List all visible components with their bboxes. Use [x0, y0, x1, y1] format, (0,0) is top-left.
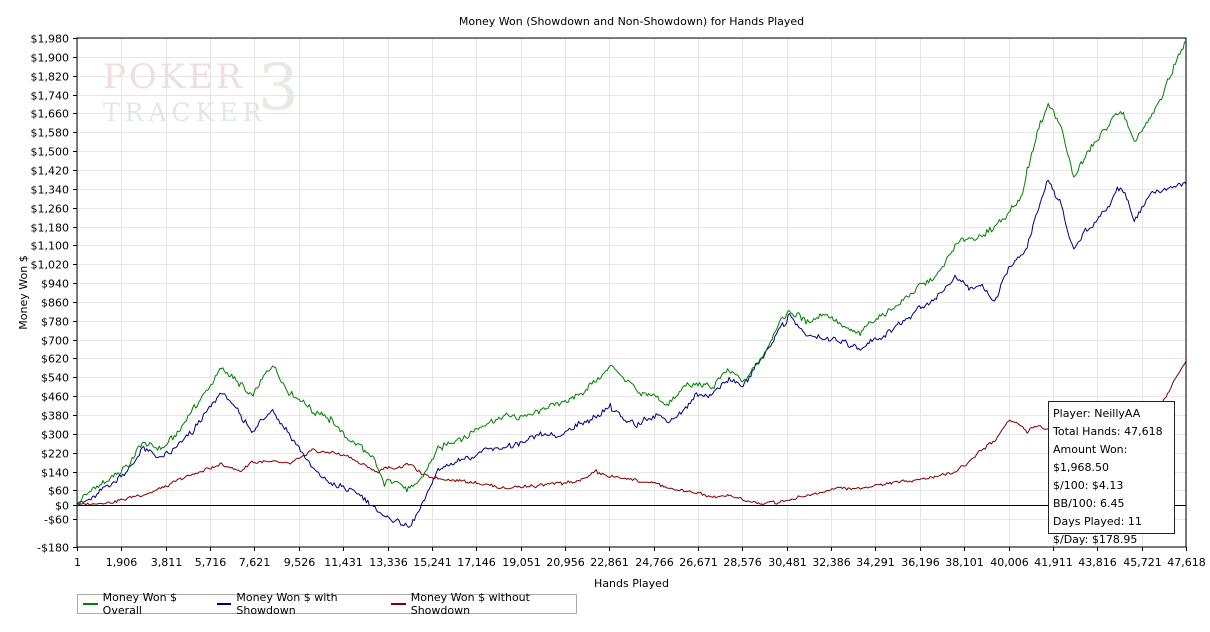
x-tick-label: 20,956 [546, 556, 585, 569]
y-tick-label: $1,180 [31, 222, 70, 235]
x-tick-label: 38,101 [945, 556, 984, 569]
x-tick-label: 15,241 [413, 556, 452, 569]
grid-lines [77, 38, 1187, 548]
x-tick-label: 24,766 [635, 556, 674, 569]
x-tick-label: 9,526 [284, 556, 316, 569]
x-tick-label: 30,481 [768, 556, 807, 569]
legend-item-overall: Money Won $ Overall [83, 591, 204, 617]
x-tick-label: 43,816 [1078, 556, 1117, 569]
legend-item-non-showdown: Money Won $ without Showdown [391, 591, 568, 617]
legend-label-overall: Money Won $ Overall [102, 591, 178, 617]
x-axis-label: Hands Played [594, 577, 669, 590]
y-tick-label: $1,980 [31, 33, 70, 46]
y-tick-label: $620 [41, 353, 69, 366]
x-tick-label: 3,811 [151, 556, 183, 569]
chart-legend: Money Won $ Overall Money Won $ with Sho… [77, 591, 577, 617]
x-tick-label: 22,861 [590, 556, 629, 569]
x-axis-ticks: 1 1,906 3,811 5,716 7,621 9,526 11,431 13,336 15… [74, 547, 1206, 569]
series-overall-line [76, 40, 1187, 506]
y-tick-label: $1,100 [31, 240, 70, 253]
x-tick-label: 1,906 [106, 556, 138, 569]
x-tick-label: 45,721 [1123, 556, 1162, 569]
y-tick-label: $60 [48, 485, 69, 498]
y-tick-label: $1,340 [31, 184, 70, 197]
x-tick-label: 26,671 [679, 556, 718, 569]
x-tick-label: 5,716 [195, 556, 227, 569]
legend-label-non-showdown: Money Won $ without Showdown [410, 591, 530, 617]
legend-swatch-showdown [216, 603, 232, 605]
y-tick-label: -$60 [44, 514, 69, 527]
y-tick-label: $0 [55, 500, 69, 513]
stat-bb-100: BB/100: 6.45 [1053, 497, 1125, 510]
y-tick-label: $540 [41, 372, 69, 385]
legend-swatch-non-showdown [391, 603, 406, 605]
legend-label-showdown: Money Won $ with Showdown [236, 591, 338, 617]
chart-title: Money Won (Showdown and Non-Showdown) fo… [459, 15, 804, 28]
stat-per-100: $/100: $4.13 [1053, 479, 1124, 492]
y-tick-label: $1,260 [31, 203, 70, 216]
legend-item-showdown: Money Won $ with Showdown [216, 591, 378, 617]
x-tick-label: 11,431 [324, 556, 363, 569]
x-tick-label: 47,618 [1167, 556, 1206, 569]
x-tick-label: 28,576 [723, 556, 762, 569]
x-tick-label: 40,006 [990, 556, 1029, 569]
y-tick-label: $1,900 [31, 52, 70, 65]
stat-per-day: $/Day: $178.95 [1053, 533, 1138, 546]
y-tick-label: $220 [41, 448, 69, 461]
y-tick-label: $1,500 [31, 146, 70, 159]
series-non-showdown-line [76, 360, 1187, 506]
x-tick-label: 32,386 [812, 556, 851, 569]
x-tick-label: 36,196 [901, 556, 940, 569]
y-tick-label: $1,740 [31, 90, 70, 103]
y-tick-label: $1,580 [31, 127, 70, 140]
x-tick-label: 17,146 [457, 556, 496, 569]
y-tick-label: $140 [41, 467, 69, 480]
x-tick-label: 13,336 [369, 556, 408, 569]
x-tick-label: 7,621 [239, 556, 271, 569]
x-tick-label: 34,291 [856, 556, 895, 569]
y-tick-label: $860 [41, 297, 69, 310]
y-axis-label: Money Won $ [17, 255, 30, 329]
y-tick-label: $700 [41, 335, 69, 348]
stat-total-hands: Total Hands: 47,618 [1053, 425, 1163, 438]
player-stats-box: Player: NeillyAA Total Hands: 47,618 Amo… [1048, 401, 1175, 546]
stat-player: Player: NeillyAA [1053, 407, 1141, 420]
legend-swatch-overall [83, 603, 98, 605]
y-tick-label: $1,820 [31, 71, 70, 84]
series-layer [76, 40, 1187, 528]
y-axis-ticks: $1,980 $1,900 $1,820 $1,740 $1,660 $1,580 $1,5… [31, 33, 77, 555]
x-tick-label: 41,911 [1034, 556, 1073, 569]
y-tick-label: $1,020 [31, 259, 70, 272]
y-tick-label: $300 [41, 429, 69, 442]
x-tick-label: 19,051 [502, 556, 541, 569]
x-tick-label: 1 [74, 556, 81, 569]
y-tick-label: -$180 [37, 542, 69, 555]
y-tick-label: $460 [41, 391, 69, 404]
y-tick-label: $1,660 [31, 108, 70, 121]
plot-frame [76, 37, 1187, 548]
y-tick-label: $380 [41, 410, 69, 423]
y-tick-label: $940 [41, 278, 69, 291]
series-showdown-line [76, 179, 1187, 528]
y-tick-label: $1,420 [31, 165, 70, 178]
y-tick-label: $780 [41, 316, 69, 329]
stat-days-played: Days Played: 11 [1053, 515, 1142, 528]
stat-amount-won: Amount Won: $1,968.50 [1053, 443, 1128, 474]
